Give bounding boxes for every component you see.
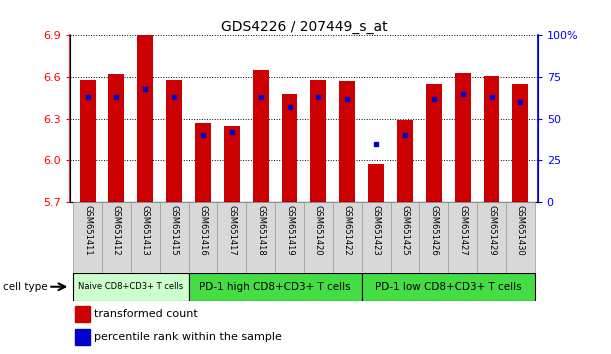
Bar xyxy=(362,202,390,273)
Text: cell type: cell type xyxy=(3,282,48,292)
Text: Naive CD8+CD3+ T cells: Naive CD8+CD3+ T cells xyxy=(78,282,183,291)
Bar xyxy=(333,202,362,273)
Bar xyxy=(73,202,102,273)
Text: GSM651417: GSM651417 xyxy=(227,205,236,256)
Bar xyxy=(75,329,90,345)
Bar xyxy=(137,35,153,202)
Bar xyxy=(109,74,125,202)
Bar xyxy=(218,202,246,273)
Bar xyxy=(419,202,448,273)
Title: GDS4226 / 207449_s_at: GDS4226 / 207449_s_at xyxy=(221,21,387,34)
Bar xyxy=(477,202,506,273)
Bar xyxy=(73,273,189,301)
Bar xyxy=(483,76,499,202)
Text: GSM651412: GSM651412 xyxy=(112,205,121,256)
Text: GSM651426: GSM651426 xyxy=(430,205,438,256)
Text: GSM651419: GSM651419 xyxy=(285,205,294,256)
Text: GSM651418: GSM651418 xyxy=(256,205,265,256)
Bar xyxy=(195,123,211,202)
Bar xyxy=(75,306,90,322)
Bar xyxy=(368,164,384,202)
Text: PD-1 high CD8+CD3+ T cells: PD-1 high CD8+CD3+ T cells xyxy=(199,282,351,292)
Bar xyxy=(513,84,529,202)
Text: PD-1 low CD8+CD3+ T cells: PD-1 low CD8+CD3+ T cells xyxy=(375,282,522,292)
Bar xyxy=(189,273,362,301)
Bar xyxy=(224,126,240,202)
Text: GSM651411: GSM651411 xyxy=(83,205,92,256)
Bar xyxy=(455,73,470,202)
Text: GSM651425: GSM651425 xyxy=(400,205,409,256)
Bar xyxy=(102,202,131,273)
Text: transformed count: transformed count xyxy=(93,309,197,319)
Bar xyxy=(79,80,95,202)
Bar xyxy=(506,202,535,273)
Bar xyxy=(339,81,355,202)
Bar xyxy=(189,202,218,273)
Text: GSM651420: GSM651420 xyxy=(314,205,323,256)
Text: GSM651430: GSM651430 xyxy=(516,205,525,256)
Bar xyxy=(362,273,535,301)
Bar xyxy=(310,80,326,202)
Text: GSM651422: GSM651422 xyxy=(343,205,352,256)
Bar xyxy=(304,202,333,273)
Text: GSM651427: GSM651427 xyxy=(458,205,467,256)
Bar xyxy=(253,70,269,202)
Bar xyxy=(282,93,298,202)
Bar xyxy=(159,202,189,273)
Bar xyxy=(390,202,419,273)
Bar xyxy=(166,80,182,202)
Text: GSM651429: GSM651429 xyxy=(487,205,496,256)
Bar xyxy=(426,84,442,202)
Text: GSM651423: GSM651423 xyxy=(371,205,381,256)
Bar xyxy=(246,202,275,273)
Text: GSM651413: GSM651413 xyxy=(141,205,150,256)
Bar xyxy=(131,202,159,273)
Text: GSM651415: GSM651415 xyxy=(170,205,178,256)
Bar xyxy=(397,120,413,202)
Text: percentile rank within the sample: percentile rank within the sample xyxy=(93,332,282,342)
Text: GSM651416: GSM651416 xyxy=(199,205,208,256)
Bar xyxy=(275,202,304,273)
Bar xyxy=(448,202,477,273)
